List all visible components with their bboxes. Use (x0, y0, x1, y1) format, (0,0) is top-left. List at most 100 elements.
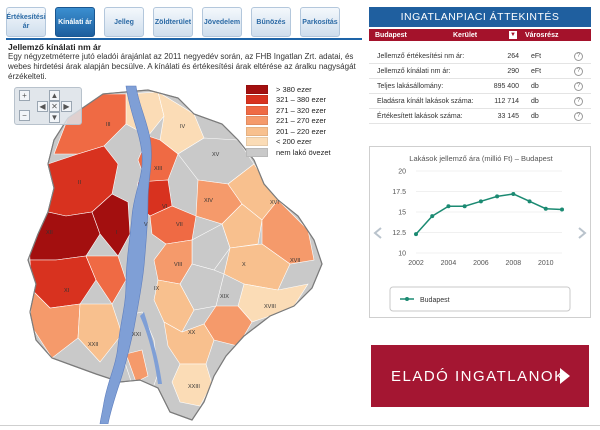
chart-data-point (446, 204, 451, 209)
chart-x-ticks: 2002 2004 2006 2008 2010 (408, 260, 553, 267)
chart-y-tick-label: 12.5 (392, 230, 406, 237)
tab-ertekesitesi-ar[interactable]: Értékesítési ár (6, 7, 46, 37)
city-part-selector[interactable]: Városrész (525, 31, 559, 39)
chart-y-tick-label: 17.5 (392, 189, 406, 196)
legend-swatch (246, 105, 268, 115)
chart-x-tick-label: 2006 (473, 260, 489, 267)
chart-data-point (560, 207, 564, 212)
tab-parkositas[interactable]: Parkosítás (300, 7, 340, 37)
district-label: XVIII (264, 304, 276, 310)
chart-next-arrow-icon[interactable] (577, 227, 587, 239)
tab-underline (6, 38, 362, 40)
chart-data-point (495, 194, 500, 199)
chart-data-point (462, 204, 467, 209)
legend-swatch (246, 126, 268, 136)
chart-x-tick-label: 2002 (408, 260, 424, 267)
district-label: XII (46, 230, 53, 236)
district-label: XXIII (188, 384, 200, 390)
legend-item: 201 – 220 ezer (246, 126, 358, 137)
chart-grid (416, 170, 562, 254)
district-label: IX (154, 286, 160, 292)
legend-item: < 200 ezer (246, 137, 358, 148)
district-label: XVII (290, 258, 301, 264)
district-area (171, 363, 213, 407)
stat-row: Eladásra kínált lakások száma: 112 714 db … (369, 94, 591, 109)
district-label: XI (64, 288, 70, 294)
location-selectors: Budapest Kerület ▼ Városrész (369, 29, 591, 41)
legend-item: 321 – 380 ezer (246, 95, 358, 106)
chart-series-line (415, 193, 563, 235)
chart-data-point (414, 232, 418, 237)
map-navigation: + − ▲ ▼ ◀ ▶ ✕ (14, 87, 82, 125)
map-svg[interactable]: I II III IV V VI VII VIII IX X XI XII XI… (8, 84, 358, 424)
district-label: VIII (174, 262, 183, 268)
chart-y-tick-label: 20 (398, 169, 406, 176)
stat-row: Teljes lakásállomány: 895 400 db ? (369, 79, 591, 94)
pan-up-button[interactable]: ▲ (49, 90, 60, 101)
chart-legend-marker (405, 297, 409, 301)
chart-legend-label: Budapest (420, 297, 450, 304)
district-label: X (242, 262, 246, 268)
chart-y-tick-label: 10 (398, 251, 406, 258)
stats-table: Jellemző értékesítési nm ár: 264 eFt ? Jel… (369, 49, 591, 124)
rackeve-danube-branch (140, 312, 162, 384)
stat-row: Értékesített lakások száma: 33 145 db ? (369, 109, 591, 124)
map-description: Egy négyzetméterre jutó eladói árajánlat… (8, 52, 356, 81)
legend-swatch (246, 137, 268, 147)
chart-y-tick-label: 15 (398, 210, 406, 217)
tab-kinalati-ar[interactable]: Kínálati ár (55, 7, 95, 37)
tab-zoldterulet[interactable]: Zöldterület (153, 7, 193, 37)
chart-data-point (511, 191, 516, 196)
pan-right-button[interactable]: ▶ (61, 101, 72, 112)
district-label: III (106, 122, 111, 128)
footer-divider (0, 425, 600, 426)
district-label: I (116, 230, 118, 236)
pan-left-button[interactable]: ◀ (37, 101, 48, 112)
legend-swatch (246, 95, 268, 105)
for-sale-listings-button[interactable]: ELADÓ INGATLANOK (371, 345, 589, 407)
district-label: IV (180, 124, 186, 130)
chart-data-point (527, 199, 532, 204)
pan-down-button[interactable]: ▼ (49, 112, 60, 123)
budapest-district-map[interactable]: I II III IV V VI VII VIII IX X XI XII XI… (8, 84, 358, 424)
tab-jelleg[interactable]: Jelleg (104, 7, 144, 37)
cta-label: ELADÓ INGATLANOK (391, 367, 566, 385)
chart-x-tick-label: 2010 (538, 260, 554, 267)
chart-data-point (543, 206, 548, 211)
legend-swatch (246, 116, 268, 126)
legend-item: > 380 ezer (246, 84, 358, 95)
zoom-out-button[interactable]: − (19, 110, 30, 121)
help-icon[interactable]: ? (574, 112, 583, 121)
district-label: XXII (88, 342, 99, 348)
panel-title: INGATLANPIACI ÁTTEKINTÉS (369, 7, 591, 27)
help-icon[interactable]: ? (574, 67, 583, 76)
district-label: XV (212, 152, 220, 158)
help-icon[interactable]: ? (574, 82, 583, 91)
tab-jovedelem[interactable]: Jövedelem (202, 7, 242, 37)
district-label: VI (162, 204, 168, 210)
stat-row: Jellemző kínálati nm ár: 290 eFt ? (369, 64, 591, 79)
category-tabs: Értékesítési ár Kínálati ár Jelleg Zöldt… (6, 7, 362, 37)
help-icon[interactable]: ? (574, 97, 583, 106)
legend-swatch (246, 147, 268, 157)
chart-svg: Lakások jellemző ára (millió Ft) – Budap… (389, 154, 571, 312)
chart-title: Lakások jellemző ára (millió Ft) – Budap… (409, 154, 553, 163)
reset-view-button[interactable]: ✕ (49, 101, 60, 112)
help-icon[interactable]: ? (574, 52, 583, 61)
arrow-right-icon (560, 368, 570, 384)
danube-river (99, 85, 152, 424)
district-label: VII (176, 222, 183, 228)
district-labels: I II III IV V VI VII VIII IX X XI XII XI… (46, 122, 301, 390)
district-dropdown[interactable]: Kerület ▼ (453, 31, 517, 39)
map-title: Jellemző kínálati nm ár (8, 42, 102, 52)
district-label: XX (188, 330, 196, 336)
zoom-in-button[interactable]: + (19, 90, 30, 101)
district-label: XVI (270, 200, 279, 206)
stat-row: Jellemző értékesítési nm ár: 264 eFt ? (369, 49, 591, 64)
chart-prev-arrow-icon[interactable] (373, 227, 383, 239)
chart-legend-box (389, 286, 571, 312)
chart-series (414, 191, 564, 237)
tab-bunozes[interactable]: Bűnözés (251, 7, 291, 37)
district-area (85, 255, 127, 305)
city-selector[interactable]: Budapest (375, 31, 407, 39)
